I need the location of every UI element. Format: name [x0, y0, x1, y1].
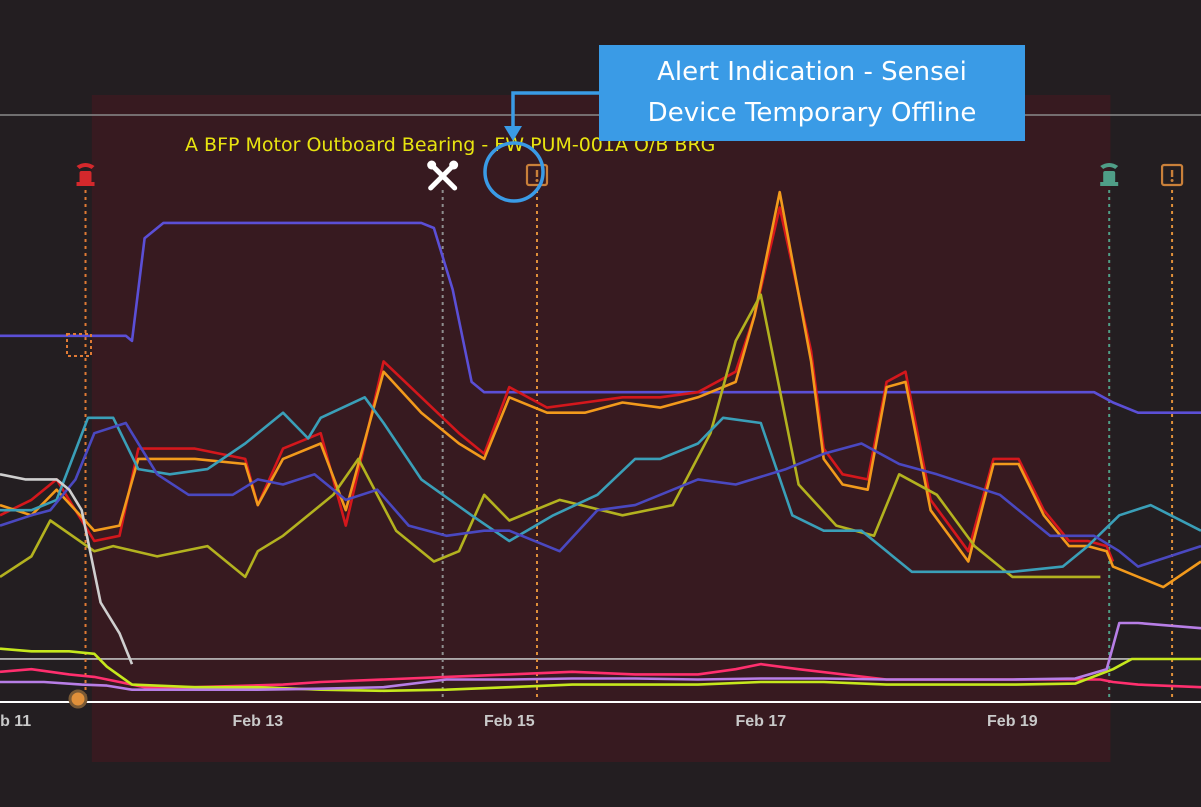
- alert-window-shading: [91, 95, 1111, 762]
- chart-title: A BFP Motor Outboard Bearing - FW-PUM-00…: [185, 134, 715, 156]
- series-line-6: [0, 421, 1201, 568]
- bell-body: [1103, 171, 1116, 183]
- x-tick-label: Feb 11: [0, 713, 31, 730]
- alarm-bell-icon: [1100, 163, 1119, 186]
- event-marker-dot: [68, 689, 88, 709]
- series-line-4: [0, 293, 1101, 579]
- series-line-2: [0, 206, 1115, 562]
- series-line-9: [0, 647, 1201, 693]
- bell-handle: [76, 163, 95, 169]
- annotation-arrowhead: [504, 126, 522, 141]
- wrench-cross-icon: [427, 160, 459, 191]
- alert-box: [1160, 163, 1184, 187]
- alert-dot: [1170, 179, 1174, 182]
- annotation-arrow: [511, 91, 600, 130]
- x-tick-label: Feb 17: [735, 713, 786, 730]
- wrench-head: [449, 160, 459, 170]
- alert-dot: [535, 179, 539, 182]
- series-line-3: [0, 190, 1201, 589]
- bell-body: [79, 171, 92, 183]
- x-tick-label: Feb 15: [484, 713, 535, 730]
- series-line-5: [0, 395, 1201, 574]
- series-line-10: [0, 621, 1201, 692]
- x-tick-label: Feb 13: [232, 713, 283, 730]
- bell-handle: [1100, 163, 1119, 169]
- wrench-head: [427, 160, 437, 170]
- series-line-1: [0, 221, 1201, 415]
- event-marker-box: [66, 333, 92, 357]
- annotation-callout: Alert Indication - Sensei Device Tempora…: [599, 45, 1025, 141]
- alarm-bell-icon: [76, 163, 95, 186]
- exclamation-box-icon: [1160, 163, 1184, 187]
- annotation-line-1: Alert Indication - Sensei: [657, 57, 967, 87]
- annotation-line-2: Device Temporary Offline: [647, 98, 977, 128]
- bell-base: [76, 182, 95, 186]
- series-line-7: [0, 473, 134, 665]
- annotation-target-ring: [483, 141, 545, 203]
- alert-box: [525, 163, 549, 187]
- bell-base: [1100, 182, 1119, 186]
- x-tick-label: Feb 19: [987, 713, 1038, 730]
- exclamation-box-icon: [525, 163, 549, 187]
